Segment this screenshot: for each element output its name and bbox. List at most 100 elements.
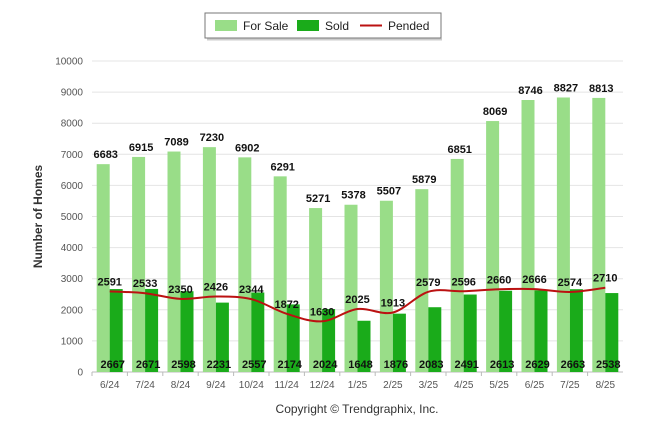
sold-bar (534, 290, 548, 372)
for-sale-bar (521, 99, 535, 373)
for-sale-bar (273, 176, 287, 372)
pended-label: 2344 (239, 284, 264, 296)
sold-bar (499, 290, 513, 372)
y-tick-label: 4000 (61, 243, 84, 254)
pended-label: 1913 (381, 298, 405, 310)
for-sale-bar (486, 121, 500, 372)
for-sale-bar (132, 156, 146, 372)
sold-label: 2598 (171, 359, 195, 371)
x-tick-label: 4/25 (454, 380, 474, 391)
pended-label: 2710 (593, 273, 617, 285)
for-sale-bar (202, 147, 216, 372)
y-axis-ticks: 0 1000 2000 3000 4000 5000 6000 7000 8000 9000 100… (55, 57, 83, 379)
sold-label: 2174 (277, 359, 302, 371)
for-sale-label: 6291 (270, 161, 294, 173)
sold-bar (463, 294, 477, 372)
sold-label: 2491 (454, 359, 478, 371)
for-sale-label: 8813 (589, 83, 613, 95)
x-tick-label: 2/25 (383, 380, 403, 391)
for-sale-label: 5507 (377, 186, 401, 198)
for-sale-label: 7230 (200, 132, 224, 144)
x-tick-label: 10/24 (239, 380, 264, 391)
sold-label: 2231 (207, 359, 231, 371)
sold-label: 1876 (384, 359, 408, 371)
sold-label: 2671 (136, 359, 160, 371)
sold-bar (251, 292, 265, 372)
sold-label: 2663 (561, 359, 585, 371)
for-sale-bar (96, 164, 110, 372)
sold-label: 2538 (596, 359, 620, 371)
sold-bar (109, 289, 123, 372)
pended-label: 2426 (204, 282, 228, 294)
for-sale-label: 5271 (306, 193, 330, 205)
sold-bar (322, 309, 336, 372)
for-sale-bar (592, 97, 606, 372)
for-sale-label: 5378 (341, 190, 365, 202)
x-tick-label: 12/24 (310, 380, 335, 391)
sold-bar (215, 302, 229, 372)
pended-label: 2591 (97, 276, 121, 288)
pended-label: 2660 (487, 274, 511, 286)
sold-label: 2083 (419, 359, 443, 371)
legend-item-sold-swatch (297, 20, 319, 31)
x-tick-label: 6/24 (100, 380, 120, 391)
pended-label: 2574 (558, 277, 583, 289)
x-tick-label: 6/25 (525, 380, 545, 391)
for-sale-label: 8827 (554, 82, 578, 94)
pended-label: 2350 (168, 284, 192, 296)
for-sale-label: 6915 (129, 142, 153, 154)
pended-label: 2025 (345, 294, 369, 306)
y-tick-label: 2000 (61, 305, 84, 316)
for-sale-label: 6902 (235, 142, 259, 154)
for-sale-label: 6683 (93, 149, 117, 161)
sold-label: 2557 (242, 359, 266, 371)
legend-item-for-sale-swatch (215, 20, 237, 31)
x-tick-label: 8/24 (171, 380, 191, 391)
for-sale-label: 7089 (164, 137, 188, 149)
sold-bar (392, 313, 406, 372)
x-tick-label: 9/24 (206, 380, 226, 391)
legend-item-sold-label: Sold (325, 19, 349, 33)
x-tick-label: 7/24 (135, 380, 155, 391)
for-sale-label: 8069 (483, 106, 507, 118)
x-tick-label: 7/25 (560, 380, 580, 391)
x-tick-label: 8/25 (596, 380, 616, 391)
pended-label: 2579 (416, 277, 440, 289)
legend-item-for-sale-label: For Sale (243, 19, 289, 33)
sold-label: 2667 (100, 359, 124, 371)
for-sale-label: 8746 (518, 85, 542, 97)
for-sale-label: 6851 (447, 144, 471, 156)
for-sale-bar (238, 157, 252, 372)
for-sale-bar (556, 97, 570, 373)
y-tick-label: 7000 (61, 150, 84, 161)
bars-group (96, 97, 619, 373)
x-tick-label: 3/25 (419, 380, 439, 391)
for-sale-label: 5879 (412, 174, 436, 186)
x-tick-label: 5/25 (489, 380, 509, 391)
for-sale-bar (415, 189, 429, 372)
sold-label: 2613 (490, 359, 514, 371)
y-axis-title: Number of Homes (31, 165, 45, 269)
x-axis-ticks: 6/24 7/24 8/24 9/24 10/24 11/24 12/24 1/25 2/25 3… (91, 372, 616, 391)
sold-label: 1648 (348, 359, 372, 371)
for-sale-bar (167, 151, 181, 372)
for-sale-bar (450, 158, 464, 372)
sold-label: 2629 (525, 359, 549, 371)
y-tick-label: 0 (77, 368, 83, 379)
sold-bar (357, 320, 371, 372)
sold-bar (605, 293, 619, 372)
y-tick-label: 9000 (61, 88, 84, 99)
legend-box (204, 12, 442, 39)
pended-line (109, 286, 606, 323)
y-tick-label: 3000 (61, 274, 84, 285)
y-tick-label: 6000 (61, 181, 84, 192)
copyright-credit: Copyright © Trendgraphix, Inc. (276, 402, 439, 416)
for-sale-bar (344, 204, 358, 372)
data-labels: 6683 2667 2591 6915 2671 2533 7089 2598 2350 7230… (93, 82, 620, 371)
for-sale-bar (309, 208, 323, 372)
pended-label: 2596 (451, 276, 475, 288)
legend-item-pended-label: Pended (388, 19, 429, 33)
pended-label: 1630 (310, 306, 334, 318)
